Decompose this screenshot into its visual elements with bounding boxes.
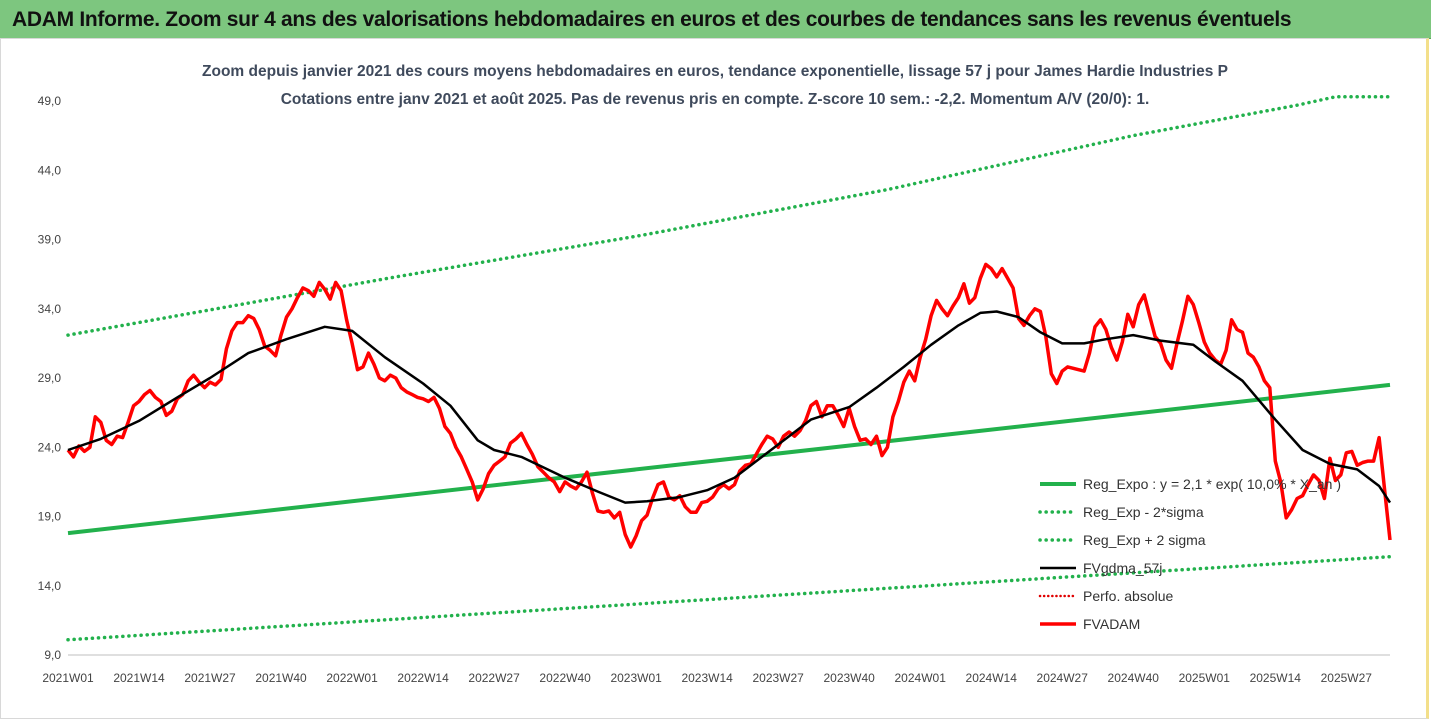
x-tick-label: 2023W40 — [823, 671, 875, 685]
chart-subtitle: Cotations entre janv 2021 et août 2025. … — [281, 91, 1150, 108]
y-axis: 9,0 14,0 19,0 24,0 29,0 34,0 39,0 44,0 49,0 — [38, 94, 1390, 662]
y-tick-label: 34,0 — [38, 302, 62, 316]
legend-label: FVgdma_57j — [1083, 560, 1162, 576]
y-tick-label: 44,0 — [38, 163, 62, 177]
report-header: ADAM Informe. Zoom sur 4 ans des valoris… — [0, 0, 1431, 39]
y-tick-label: 39,0 — [38, 233, 62, 247]
y-tick-label: 49,0 — [38, 94, 62, 108]
series-line — [66, 95, 1392, 337]
x-tick-label: 2025W27 — [1321, 671, 1373, 685]
x-tick-label: 2022W40 — [539, 671, 591, 685]
series-line — [66, 554, 1392, 642]
x-tick-label: 2024W27 — [1037, 671, 1089, 685]
legend: Reg_Expo : y = 2,1 * exp( 10,0% * X_an )… — [1038, 476, 1341, 632]
y-tick-label: 14,0 — [38, 579, 62, 593]
legend-label: Perfo. absolue — [1083, 588, 1173, 604]
x-tick-label: 2021W40 — [255, 671, 307, 685]
series-layer — [66, 95, 1392, 642]
x-tick-label: 2023W14 — [681, 671, 733, 685]
legend-label: Reg_Exp - 2*sigma — [1083, 504, 1204, 520]
x-tick-label: 2021W14 — [113, 671, 165, 685]
legend-label: Reg_Exp + 2 sigma — [1083, 532, 1206, 548]
x-tick-label: 2022W27 — [468, 671, 520, 685]
x-tick-label: 2025W01 — [1179, 671, 1231, 685]
x-tick-label: 2022W14 — [397, 671, 449, 685]
y-tick-label: 9,0 — [44, 648, 61, 662]
y-tick-label: 29,0 — [38, 371, 62, 385]
x-tick-label: 2021W27 — [184, 671, 236, 685]
legend-label: FVADAM — [1083, 616, 1140, 632]
chart-title: Zoom depuis janvier 2021 des cours moyen… — [202, 63, 1228, 80]
report-title: ADAM Informe. Zoom sur 4 ans des valoris… — [12, 8, 1292, 31]
series-line — [66, 262, 1392, 549]
x-tick-label: 2024W01 — [895, 671, 947, 685]
legend-label: Reg_Expo : y = 2,1 * exp( 10,0% * X_an ) — [1083, 476, 1341, 492]
x-tick-label: 2021W01 — [42, 671, 94, 685]
y-tick-label: 19,0 — [38, 510, 62, 524]
x-tick-label: 2025W14 — [1250, 671, 1302, 685]
x-tick-label: 2022W01 — [326, 671, 378, 685]
x-tick-label: 2024W14 — [966, 671, 1018, 685]
x-tick-label: 2023W01 — [610, 671, 662, 685]
x-tick-label: 2023W27 — [752, 671, 804, 685]
chart-frame — [0, 38, 1429, 719]
series-line — [67, 382, 1391, 536]
x-axis: 2021W01 2021W14 2021W27 2021W40 2022W01 2022W… — [42, 671, 1372, 685]
x-tick-label: 2024W40 — [1108, 671, 1160, 685]
series-line — [67, 310, 1392, 504]
y-tick-label: 24,0 — [38, 440, 62, 454]
